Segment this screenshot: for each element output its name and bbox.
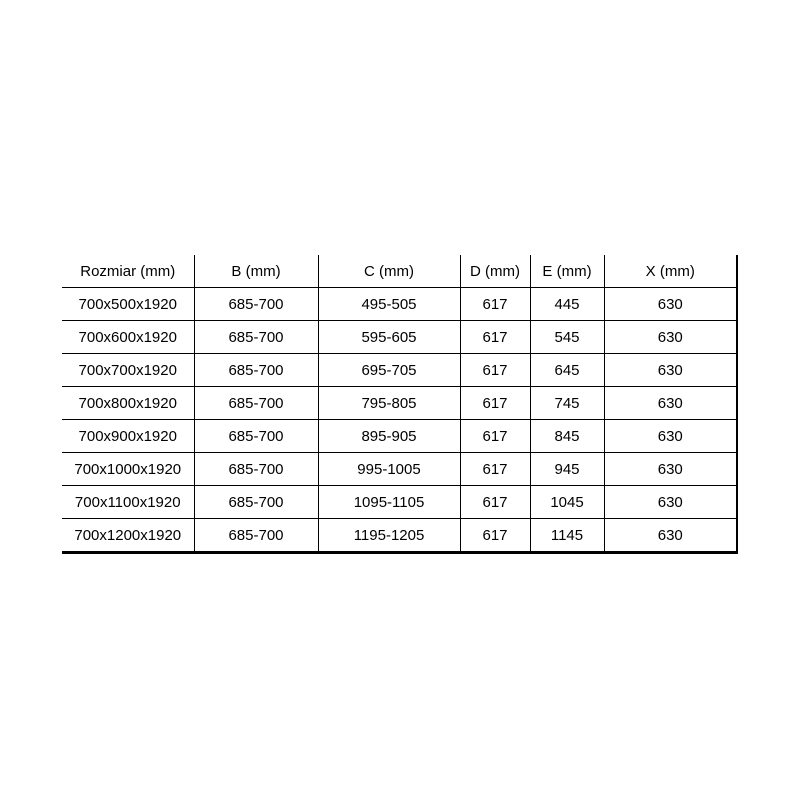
table-cell-x: 630 (604, 452, 738, 486)
table-cell-b: 685-700 (194, 320, 319, 354)
table-cell-e: 745 (530, 386, 605, 420)
table-cell-rozmiar: 700x700x1920 (62, 353, 195, 387)
table-row: 700x1100x1920 685-700 1095-1105 617 1045… (62, 485, 738, 519)
table-cell-e: 545 (530, 320, 605, 354)
table-cell-b: 685-700 (194, 353, 319, 387)
table-cell-e: 945 (530, 452, 605, 486)
table-cell-d: 617 (460, 452, 531, 486)
table-cell-rozmiar: 700x1000x1920 (62, 452, 195, 486)
table-cell-e: 845 (530, 419, 605, 453)
table-cell-c: 795-805 (318, 386, 461, 420)
table-cell-rozmiar: 700x800x1920 (62, 386, 195, 420)
table-cell-b: 685-700 (194, 287, 319, 321)
table-cell-d: 617 (460, 353, 531, 387)
table-cell-d: 617 (460, 287, 531, 321)
column-header-d: D (mm) (460, 255, 531, 288)
table-cell-b: 685-700 (194, 386, 319, 420)
table-cell-rozmiar: 700x600x1920 (62, 320, 195, 354)
column-header-c: C (mm) (318, 255, 461, 288)
column-header-x: X (mm) (604, 255, 738, 288)
table-cell-c: 495-505 (318, 287, 461, 321)
table-cell-d: 617 (460, 485, 531, 519)
table-row: 700x1200x1920 685-700 1195-1205 617 1145… (62, 518, 738, 554)
table-row: 700x800x1920 685-700 795-805 617 745 630 (62, 386, 738, 420)
table-cell-e: 445 (530, 287, 605, 321)
table-row: 700x500x1920 685-700 495-505 617 445 630 (62, 287, 738, 321)
table-cell-b: 685-700 (194, 419, 319, 453)
column-header-rozmiar: Rozmiar (mm) (62, 255, 195, 288)
table-row: 700x700x1920 685-700 695-705 617 645 630 (62, 353, 738, 387)
column-header-b: B (mm) (194, 255, 319, 288)
table-cell-b: 685-700 (194, 485, 319, 519)
table-cell-c: 895-905 (318, 419, 461, 453)
column-header-e: E (mm) (530, 255, 605, 288)
table-cell-d: 617 (460, 518, 531, 554)
table-cell-c: 995-1005 (318, 452, 461, 486)
table-cell-d: 617 (460, 419, 531, 453)
table-row: 700x1000x1920 685-700 995-1005 617 945 6… (62, 452, 738, 486)
table-cell-e: 645 (530, 353, 605, 387)
table-cell-c: 695-705 (318, 353, 461, 387)
table-cell-x: 630 (604, 485, 738, 519)
table-cell-c: 1095-1105 (318, 485, 461, 519)
table-cell-x: 630 (604, 518, 738, 554)
table-cell-rozmiar: 700x1200x1920 (62, 518, 195, 554)
table-cell-x: 630 (604, 320, 738, 354)
table-cell-c: 595-605 (318, 320, 461, 354)
table-cell-x: 630 (604, 353, 738, 387)
table-cell-e: 1145 (530, 518, 605, 554)
table-cell-rozmiar: 700x500x1920 (62, 287, 195, 321)
table-cell-d: 617 (460, 386, 531, 420)
table-row: 700x600x1920 685-700 595-605 617 545 630 (62, 320, 738, 354)
table-header-row: Rozmiar (mm) B (mm) C (mm) D (mm) E (mm)… (62, 255, 738, 288)
table-cell-x: 630 (604, 287, 738, 321)
table-cell-d: 617 (460, 320, 531, 354)
table-cell-x: 630 (604, 386, 738, 420)
size-spec-table: Rozmiar (mm) B (mm) C (mm) D (mm) E (mm)… (62, 255, 738, 554)
table-cell-b: 685-700 (194, 452, 319, 486)
table-cell-e: 1045 (530, 485, 605, 519)
table-cell-c: 1195-1205 (318, 518, 461, 554)
table-row: 700x900x1920 685-700 895-905 617 845 630 (62, 419, 738, 453)
table-cell-rozmiar: 700x900x1920 (62, 419, 195, 453)
table-cell-x: 630 (604, 419, 738, 453)
table-cell-rozmiar: 700x1100x1920 (62, 485, 195, 519)
table-cell-b: 685-700 (194, 518, 319, 554)
